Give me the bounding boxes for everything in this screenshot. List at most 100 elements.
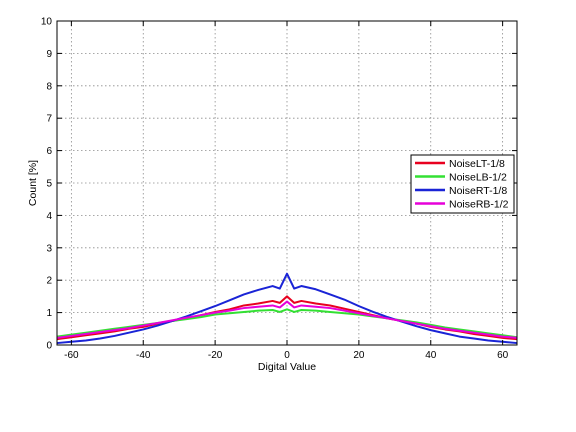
y-tick-label: 6 [46,146,52,157]
x-tick-label: -40 [136,350,151,361]
series-1-point [243,305,245,307]
series-3-point [487,340,489,342]
series-3-point [229,299,231,301]
y-tick-label: 0 [46,341,52,352]
y-tick-label: 10 [41,17,53,28]
series-3-point [430,329,432,331]
series-4-point [293,307,295,309]
series-4-point [185,317,187,319]
series-3-point [200,310,202,312]
series-3-point [293,288,295,290]
series-4-point [99,331,101,333]
series-1-point [272,300,274,302]
series-1-point [257,303,259,305]
series-1-point [315,303,317,305]
series-3-point [85,340,87,342]
series-2-point [200,316,202,318]
series-4-point [473,332,475,334]
series-4-point [372,315,374,317]
series-4-point [387,318,389,320]
series-4-point [286,301,288,303]
series-1-point [279,302,281,304]
axis-ticks: -60 -40 -20 0 20 40 60 0 1 2 3 4 5 6 7 8 9 10 [41,17,517,361]
series-4-point [502,336,504,338]
series-3-point [444,332,446,334]
series-lines [56,272,518,345]
x-tick-label: -60 [64,350,79,361]
series-3-point [286,273,288,275]
series-4-point [257,306,259,308]
y-tick-label: 2 [46,276,52,287]
series-1-point [286,296,288,298]
x-tick-label: 40 [425,350,437,361]
y-tick-label: 9 [46,49,52,60]
series-4-point [85,333,87,335]
legend-label-2: NoiseLB-1/2 [449,171,507,183]
series-3-point [358,305,360,307]
legend-label-4: NoiseRB-1/2 [449,198,509,210]
series-2-point [214,314,216,316]
series-3-point [114,335,116,337]
series-2-point [300,309,302,311]
series-4-point [70,335,72,337]
series-1-point [293,302,295,304]
y-tick-label: 5 [46,179,52,190]
series-4-point [300,305,302,307]
series-4-point [444,328,446,330]
series-3-point [279,288,281,290]
series-2-point [344,312,346,314]
series-3-point [459,336,461,338]
series-4-point [487,334,489,336]
series-3-point [415,325,417,327]
series-4-point [157,322,159,324]
series-2-point [243,311,245,313]
series-4-point [401,320,403,322]
series-3-point [157,325,159,327]
series-2-point [229,312,231,314]
x-axis-label: Digital Value [258,361,316,373]
series-1-point [344,308,346,310]
series-2-point [293,311,295,313]
y-tick-label: 4 [46,211,52,222]
series-3-point [315,288,317,290]
series-3-point [243,294,245,296]
x-tick-label: 0 [284,350,290,361]
x-tick-label: -20 [208,350,223,361]
series-4-point [459,330,461,332]
series-3-point [257,289,259,291]
series-3-point [99,338,101,340]
series-4-point [430,325,432,327]
series-4-point [358,312,360,314]
series-3-point [142,329,144,331]
series-3-point [329,294,331,296]
series-4-point [171,319,173,321]
series-3-point [344,299,346,301]
series-4-point [200,314,202,316]
series-3-point [214,305,216,307]
y-axis-label: Count [%] [27,160,39,206]
series-4-point [415,323,417,325]
series-2-point [315,310,317,312]
series-2-point [279,311,281,313]
series-4-point [279,307,281,309]
series-4-point [315,306,317,308]
legend-label-1: NoiseLT-1/8 [449,158,505,170]
series-2-point [329,311,331,313]
legend-label-3: NoiseRT-1/8 [449,185,507,197]
series-4-point [229,310,231,312]
series-4-point [214,312,216,314]
y-tick-label: 1 [46,308,52,319]
series-3-point [473,338,475,340]
series-3-point [300,285,302,287]
series-2-point [286,308,288,310]
y-tick-label: 7 [46,114,52,125]
series-4-point [243,307,245,309]
series-1-point [329,305,331,307]
series-4-point [329,307,331,309]
series-line-3 [56,272,518,345]
series-4-point [344,310,346,312]
y-tick-label: 8 [46,81,52,92]
series-4-point [114,329,116,331]
